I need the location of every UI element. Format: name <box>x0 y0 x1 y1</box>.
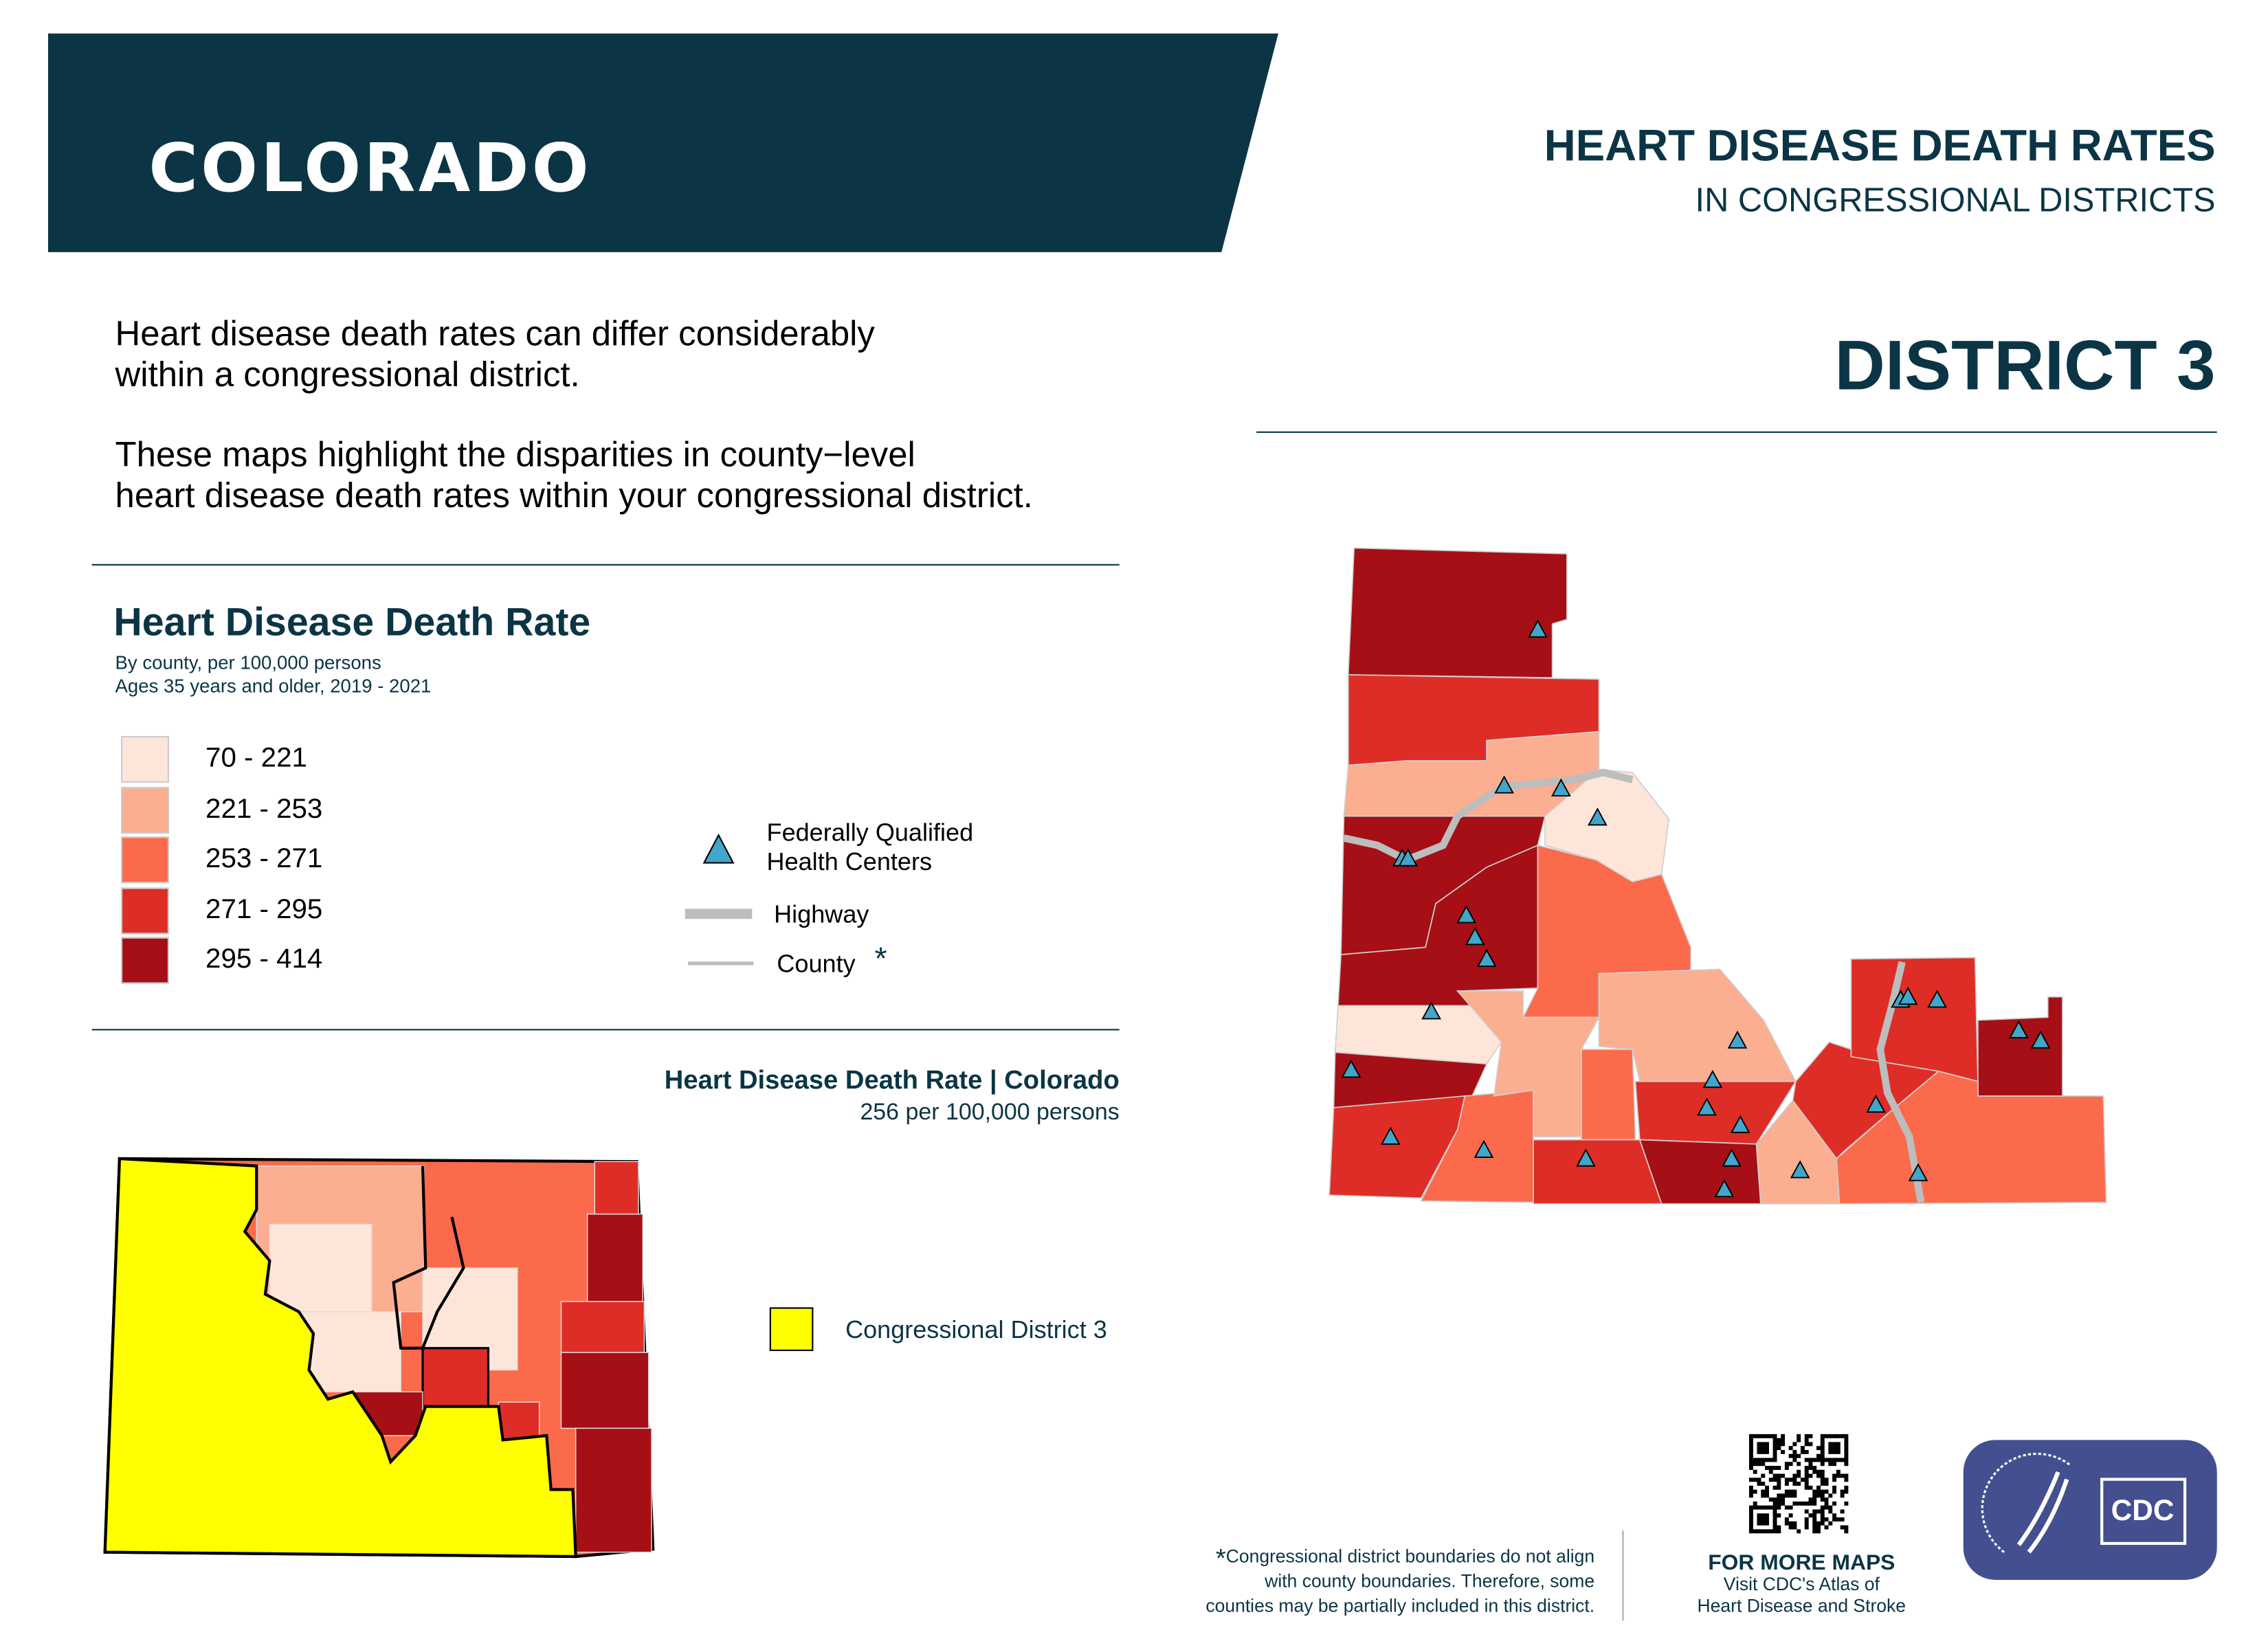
fqhc-marker[interactable] <box>1474 1139 1494 1158</box>
district-boundary <box>392 1166 465 1350</box>
fqhc-marker[interactable] <box>1727 1030 1748 1049</box>
legend-class-label: 271 - 295 <box>205 894 323 925</box>
state-rate-value: 256 per 100,000 persons <box>860 1100 1120 1126</box>
congressional-district-3 <box>103 1157 577 1559</box>
fqhc-marker[interactable] <box>1576 1148 1596 1167</box>
county <box>1836 1070 2107 1205</box>
fqhc-marker[interactable] <box>1697 1097 1717 1116</box>
county <box>269 1223 373 1313</box>
fqhc-marker[interactable] <box>1551 778 1571 796</box>
county <box>586 1213 644 1302</box>
fqhc-marker[interactable] <box>1528 619 1548 638</box>
fqhc-marker[interactable] <box>1494 775 1514 794</box>
fqhc-marker[interactable] <box>1380 1126 1401 1145</box>
legend-title: Heart Disease Death Rate <box>113 600 591 645</box>
legend-class-label: 253 - 271 <box>205 843 323 875</box>
fqhc-marker[interactable] <box>1341 1059 1361 1078</box>
divider <box>91 564 1120 566</box>
fqhc-marker[interactable] <box>1421 1001 1441 1020</box>
county <box>1334 1005 1502 1065</box>
fqhc-marker[interactable] <box>1398 848 1419 867</box>
fqhc-marker[interactable] <box>1927 990 1947 1008</box>
divider <box>1256 431 2217 433</box>
highway <box>1343 768 1634 865</box>
legend-swatch <box>121 836 170 884</box>
legend-class-label: 221 - 253 <box>205 793 323 825</box>
district-legend-swatch <box>769 1307 814 1351</box>
fqhc-marker[interactable] <box>1456 905 1476 924</box>
fqhc-marker[interactable] <box>2030 1030 2051 1049</box>
asterisk: * <box>874 939 887 977</box>
fqhc-marker[interactable] <box>1476 948 1497 968</box>
more-maps-link[interactable]: FOR MORE MAPS Visit CDC's Atlas of Heart D… <box>1697 1550 1906 1616</box>
county <box>560 1301 645 1353</box>
fqhc-marker[interactable] <box>2008 1020 2029 1038</box>
county <box>1328 1095 1466 1199</box>
legend-swatch <box>121 736 170 783</box>
legend-subtitle: By county, per 100,000 persons <box>115 651 381 673</box>
state-name: COLORADO <box>148 128 592 208</box>
legend-class-label: 295 - 414 <box>205 944 323 975</box>
highway-legend-label: Highway <box>774 900 869 928</box>
fqhc-marker[interactable] <box>1722 1148 1742 1167</box>
page-subtitle: IN CONGRESSIONAL DISTRICTS <box>1695 180 2216 219</box>
district-legend-label: Congressional District 3 <box>845 1316 1107 1344</box>
fqhc-marker[interactable] <box>1908 1163 1928 1181</box>
legend-subtitle: Ages 35 years and older, 2019 - 2021 <box>115 674 432 697</box>
fqhc-marker[interactable] <box>1714 1179 1735 1198</box>
header-banner <box>47 33 1278 252</box>
county-legend-label: County <box>777 950 856 979</box>
legend-swatch <box>121 786 170 834</box>
footnote: *Congressional district boundaries do no… <box>1205 1543 1595 1616</box>
county <box>575 1427 652 1553</box>
county <box>594 1161 639 1215</box>
fqhc-marker[interactable] <box>1465 926 1485 946</box>
district-title: DISTRICT 3 <box>1834 328 2216 405</box>
fqhc-marker[interactable] <box>1898 986 1918 1005</box>
legend-swatch <box>121 937 170 984</box>
fqhc-legend-label: Federally Qualified Health Centers <box>766 818 974 876</box>
fqhc-marker[interactable] <box>1702 1069 1723 1089</box>
fqhc-marker[interactable] <box>1866 1094 1886 1113</box>
legend-class-label: 70 - 221 <box>205 743 307 774</box>
fqhc-marker[interactable] <box>1730 1115 1750 1133</box>
highway <box>1876 961 1925 1203</box>
intro-paragraph-1: Heart disease death rates can differ con… <box>115 315 875 395</box>
legend-swatch <box>121 887 170 934</box>
divider <box>91 1029 1120 1031</box>
state-rate-title: Heart Disease Death Rate | Colorado <box>664 1065 1120 1095</box>
fqhc-marker[interactable] <box>1588 807 1608 826</box>
fqhc-marker[interactable] <box>1790 1160 1810 1179</box>
county <box>560 1352 649 1429</box>
page-title: HEART DISEASE DEATH RATES <box>1544 122 2216 171</box>
intro-paragraph-2: These maps highlight the disparities in … <box>115 436 1033 516</box>
cdc-logo-text: CDC <box>2111 1494 2175 1526</box>
divider <box>1622 1530 1624 1621</box>
